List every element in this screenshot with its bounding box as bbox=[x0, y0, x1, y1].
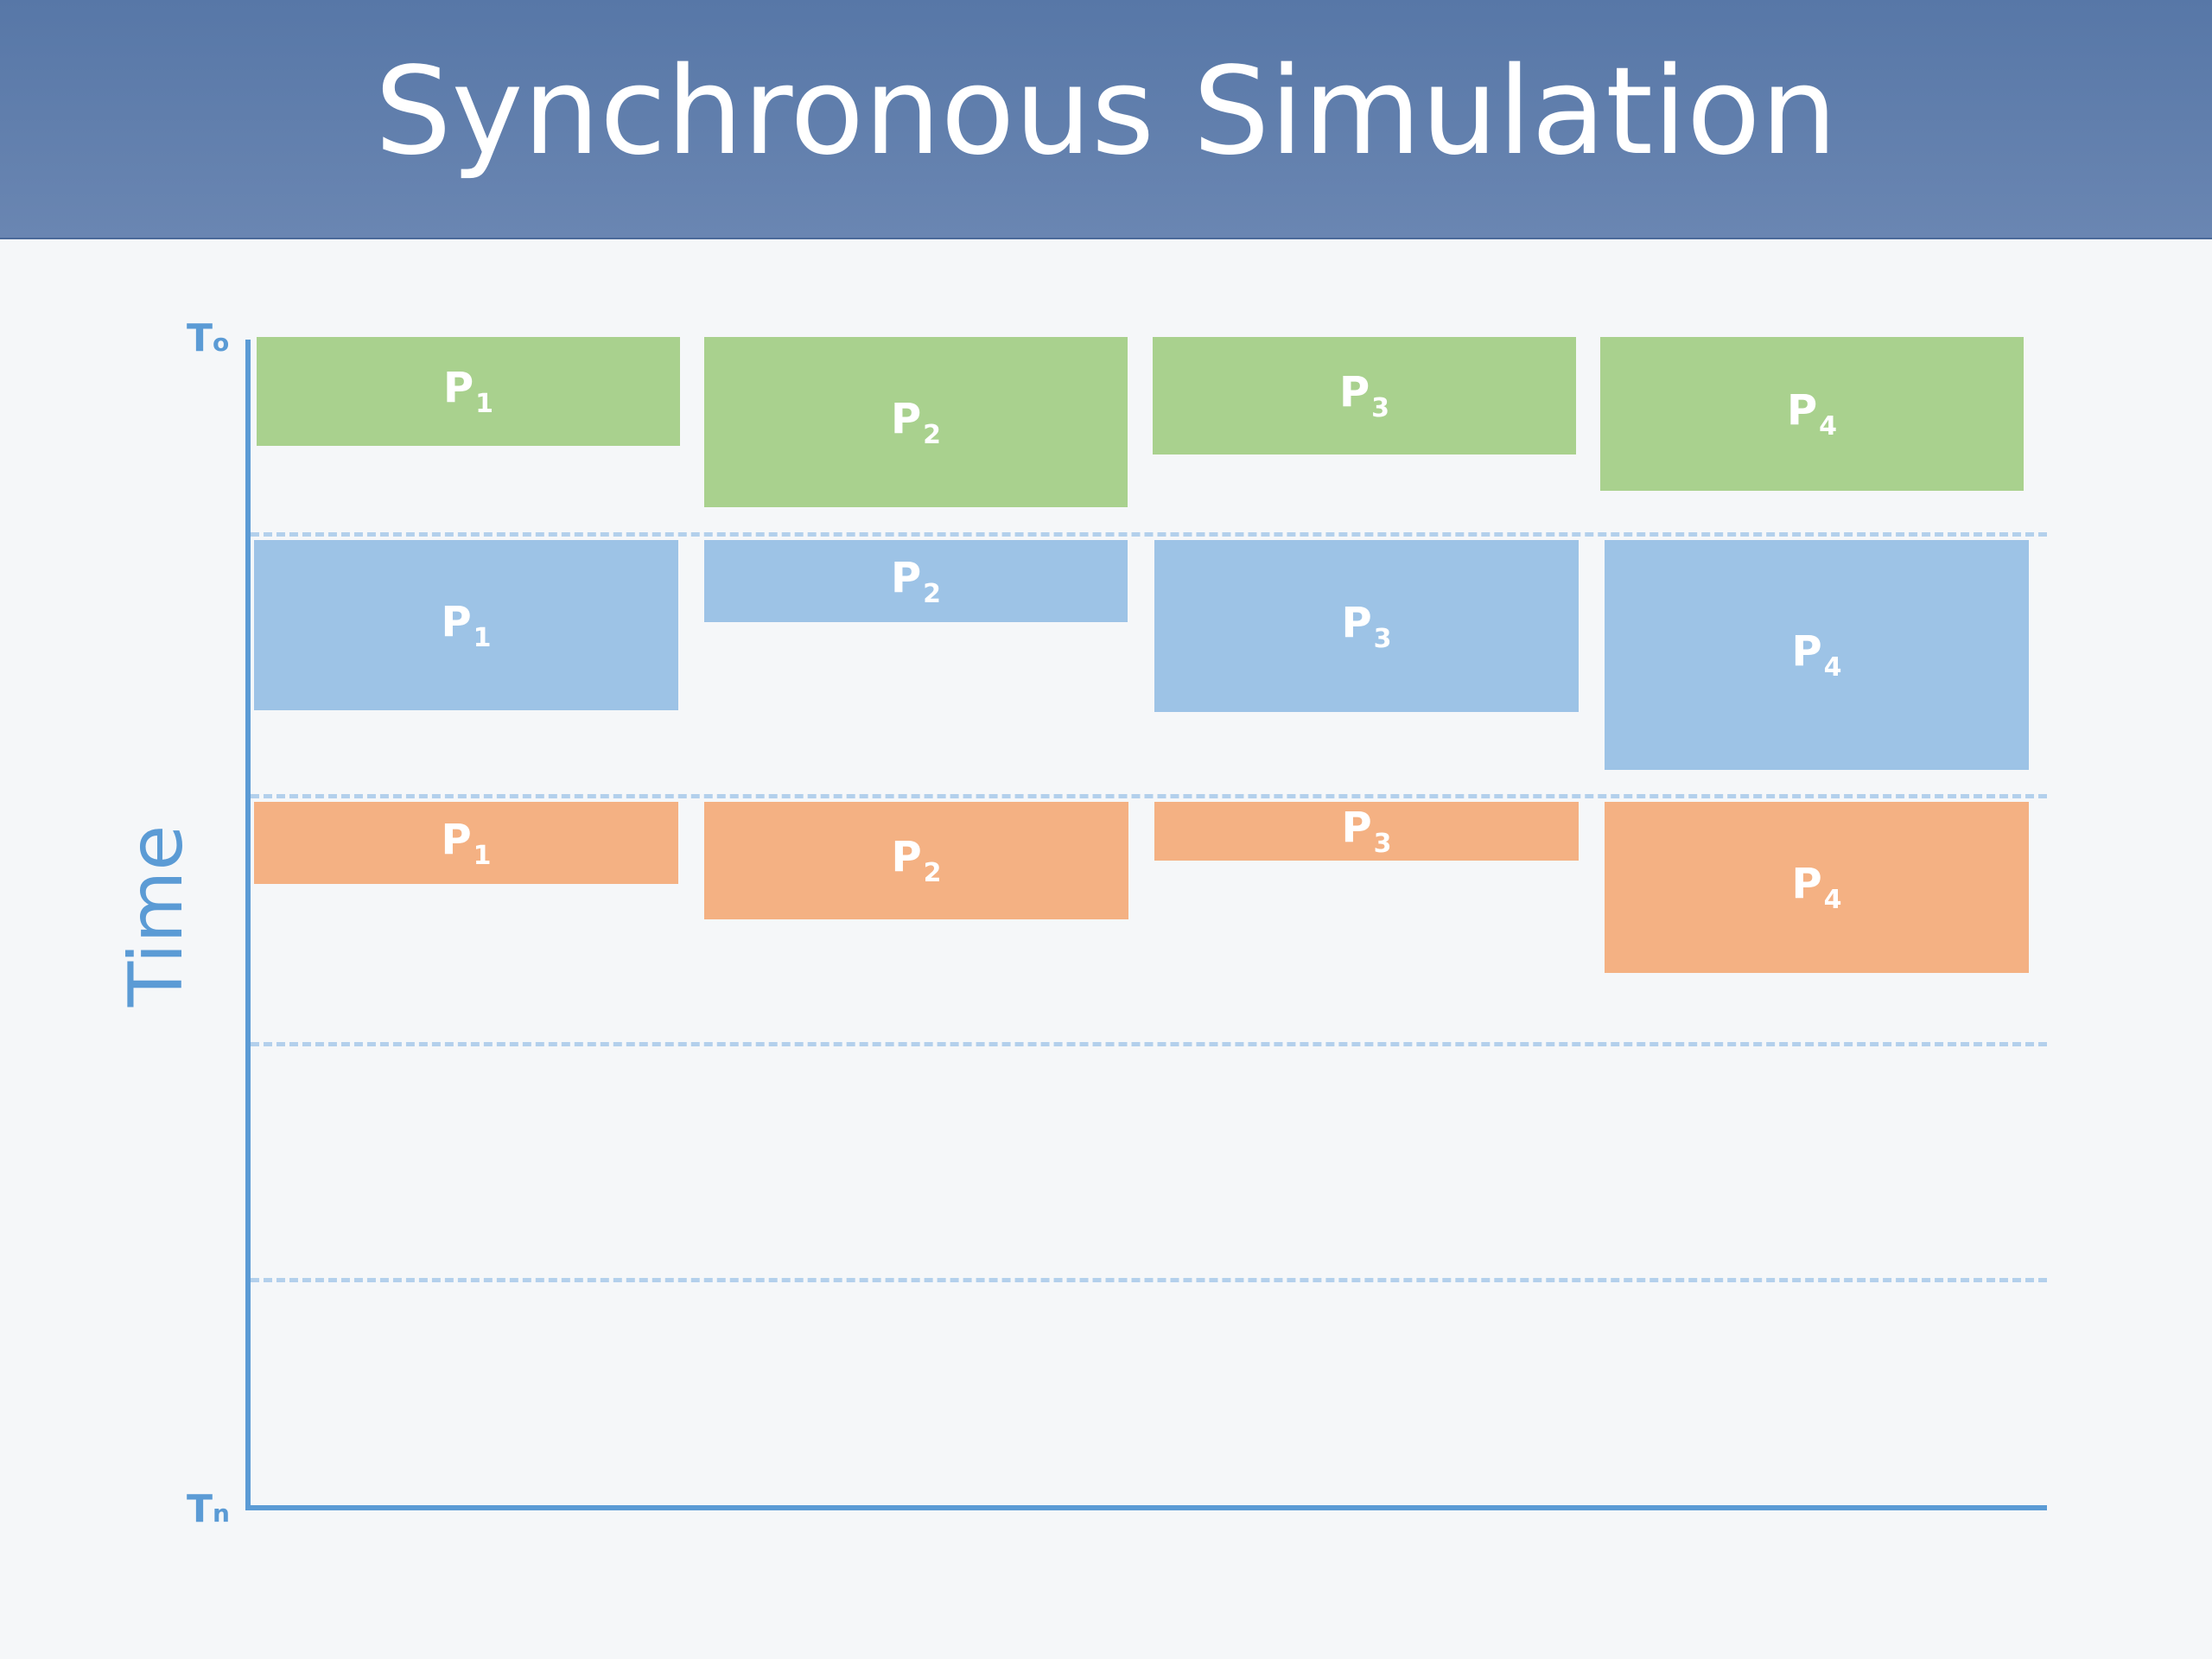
time-axis-line bbox=[245, 340, 251, 1510]
block-subscript: 3 bbox=[1373, 623, 1392, 654]
phase2-block-p3: P3 bbox=[1154, 540, 1579, 712]
phase2-block-p2: P2 bbox=[704, 540, 1128, 622]
phase1-block-p3: P3 bbox=[1153, 337, 1576, 454]
block-label: P bbox=[891, 833, 922, 881]
phase1-block-p2: P2 bbox=[704, 337, 1128, 507]
baseline-axis-line bbox=[245, 1505, 2047, 1510]
block-label: P bbox=[1341, 598, 1372, 647]
block-label: P bbox=[441, 597, 472, 646]
block-label: P bbox=[1791, 860, 1822, 908]
block-subscript: 2 bbox=[923, 858, 942, 888]
block-subscript: 4 bbox=[1823, 885, 1842, 915]
sync-barrier-line bbox=[251, 794, 2047, 798]
block-subscript: 1 bbox=[475, 389, 494, 419]
block-subscript: 4 bbox=[1823, 652, 1842, 683]
time-end-label: Tn bbox=[187, 1491, 230, 1533]
block-subscript: 3 bbox=[1371, 393, 1390, 423]
block-label: P bbox=[1338, 368, 1370, 416]
block-label: P bbox=[1791, 627, 1822, 676]
phase2-block-p1: P1 bbox=[254, 540, 678, 710]
phase1-block-p1: P1 bbox=[257, 337, 680, 446]
block-subscript: 2 bbox=[923, 419, 942, 450]
block-label: P bbox=[442, 364, 474, 412]
sync-barrier-line bbox=[251, 532, 2047, 537]
block-label: P bbox=[890, 394, 922, 443]
phase3-block-p1: P1 bbox=[254, 802, 678, 884]
block-label: P bbox=[1786, 386, 1818, 435]
time-start-sub: o bbox=[213, 328, 230, 357]
slide-title: Synchronous Simulation bbox=[374, 41, 1838, 182]
time-end-base: T bbox=[187, 1487, 213, 1531]
block-subscript: 1 bbox=[473, 840, 492, 871]
block-subscript: 3 bbox=[1373, 829, 1392, 859]
time-end-sub: n bbox=[213, 1499, 230, 1528]
time-start-base: T bbox=[187, 316, 213, 360]
time-start-label: To bbox=[187, 320, 229, 362]
block-label: P bbox=[1341, 804, 1372, 852]
phase3-block-p2: P2 bbox=[704, 802, 1128, 919]
block-subscript: 1 bbox=[473, 622, 492, 653]
block-label: P bbox=[441, 815, 472, 864]
block-label: P bbox=[890, 553, 922, 602]
phase1-block-p4: P4 bbox=[1600, 337, 2024, 491]
block-subscript: 2 bbox=[923, 578, 942, 609]
phase3-block-p3: P3 bbox=[1154, 802, 1579, 861]
sync-barrier-line bbox=[251, 1278, 2047, 1282]
phase3-block-p4: P4 bbox=[1605, 802, 2029, 973]
sync-barrier-line bbox=[251, 1042, 2047, 1046]
phase2-block-p4: P4 bbox=[1605, 540, 2029, 770]
time-axis-label: Time bbox=[113, 824, 200, 1007]
title-bar: Synchronous Simulation bbox=[0, 0, 2212, 239]
block-subscript: 4 bbox=[1819, 411, 1838, 442]
